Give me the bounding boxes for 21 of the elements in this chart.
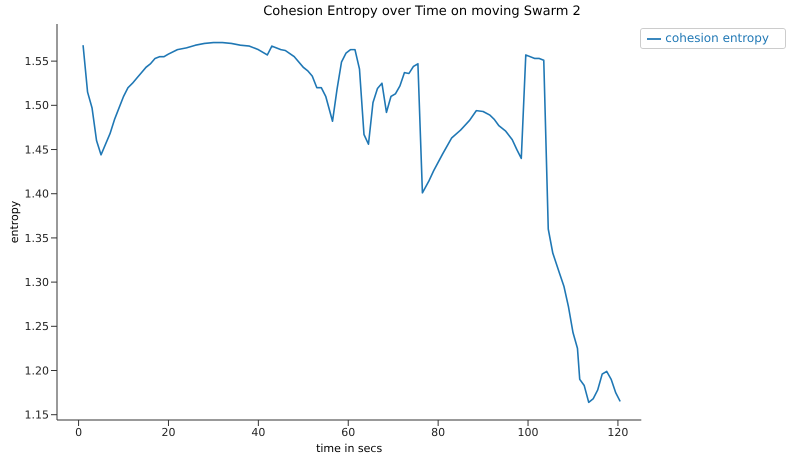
y-axis-title: entropy bbox=[8, 200, 21, 244]
y-tick-label: 1.15 bbox=[24, 408, 49, 422]
legend-label: cohesion entropy bbox=[665, 31, 769, 45]
x-tick-label: 60 bbox=[341, 426, 356, 439]
y-tick-label: 1.55 bbox=[24, 55, 49, 68]
x-tick-label: 0 bbox=[75, 426, 82, 439]
x-tick-label: 40 bbox=[251, 426, 266, 439]
x-tick-label: 80 bbox=[431, 426, 446, 439]
chart-title: Cohesion Entropy over Time on moving Swarm 2 bbox=[262, 4, 582, 19]
x-tick-label: 20 bbox=[161, 426, 176, 439]
x-axis-title: time in secs bbox=[316, 442, 382, 455]
y-tick-label: 1.40 bbox=[24, 188, 49, 201]
y-tick-label: 1.30 bbox=[24, 276, 49, 290]
y-tick-label: 1.25 bbox=[24, 320, 49, 334]
y-tick-label: 1.35 bbox=[24, 232, 49, 245]
x-tick-label: 100 bbox=[518, 426, 539, 439]
line-series bbox=[82, 42, 621, 404]
y-tick-label: 1.20 bbox=[24, 364, 49, 378]
x-tick-label: 120 bbox=[607, 426, 628, 439]
y-tick-label: 1.50 bbox=[24, 99, 49, 112]
y-tick-label: 1.45 bbox=[24, 143, 49, 156]
